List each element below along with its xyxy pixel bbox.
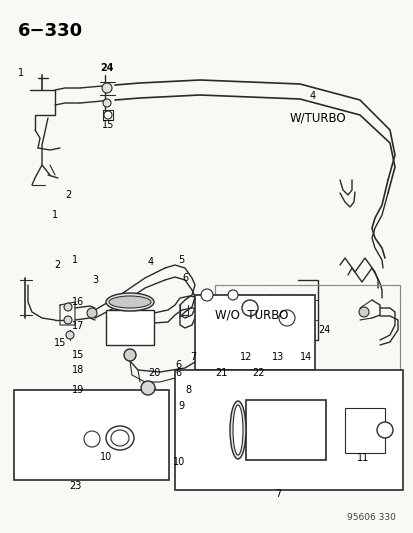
Text: 24: 24 — [317, 325, 330, 335]
Text: 8: 8 — [185, 385, 191, 395]
Text: 95606 330: 95606 330 — [346, 513, 395, 522]
Bar — [214, 285, 399, 375]
Text: 4: 4 — [309, 91, 316, 101]
Bar — [344, 408, 384, 453]
Ellipse shape — [233, 405, 242, 455]
Bar — [106, 310, 154, 345]
Text: 15: 15 — [102, 120, 114, 130]
Text: 18: 18 — [72, 365, 84, 375]
Text: 7: 7 — [190, 352, 196, 362]
Text: W/O  TURBO: W/O TURBO — [214, 309, 288, 321]
Bar — [195, 295, 314, 370]
Ellipse shape — [106, 293, 154, 311]
Text: 15: 15 — [72, 350, 84, 360]
Circle shape — [87, 308, 97, 318]
Text: 10: 10 — [173, 457, 185, 467]
Bar — [214, 285, 399, 375]
Text: 6−330: 6−330 — [18, 22, 83, 40]
Text: 12: 12 — [240, 352, 252, 362]
Circle shape — [201, 289, 212, 301]
Text: 2: 2 — [65, 190, 71, 200]
Text: 1: 1 — [52, 210, 58, 220]
Text: 17: 17 — [72, 321, 84, 331]
Circle shape — [141, 381, 154, 395]
Circle shape — [84, 431, 100, 447]
Circle shape — [242, 300, 257, 316]
Text: W/TURBO: W/TURBO — [289, 111, 346, 125]
Bar — [175, 370, 402, 490]
Ellipse shape — [230, 401, 245, 459]
Text: 23: 23 — [69, 481, 81, 491]
Text: 2: 2 — [54, 260, 60, 270]
Text: 5: 5 — [178, 255, 184, 265]
Text: 1: 1 — [72, 255, 78, 265]
Text: 16: 16 — [72, 297, 84, 307]
Text: 20: 20 — [147, 368, 160, 378]
Text: 13: 13 — [271, 352, 284, 362]
Ellipse shape — [109, 296, 151, 308]
Text: 24: 24 — [100, 63, 113, 73]
Circle shape — [66, 331, 74, 339]
Text: 6: 6 — [182, 273, 188, 283]
Circle shape — [228, 290, 237, 300]
Text: 6: 6 — [175, 360, 181, 370]
Circle shape — [376, 422, 392, 438]
Text: 21: 21 — [214, 368, 227, 378]
Ellipse shape — [106, 426, 134, 450]
Text: 4: 4 — [147, 257, 154, 267]
Text: 10: 10 — [100, 452, 112, 462]
Bar — [245, 400, 325, 460]
Bar — [14, 390, 169, 480]
Circle shape — [124, 349, 136, 361]
Circle shape — [102, 83, 112, 93]
Circle shape — [64, 316, 72, 324]
Text: 22: 22 — [252, 368, 264, 378]
Text: 14: 14 — [299, 352, 311, 362]
Text: 11: 11 — [356, 453, 368, 463]
Circle shape — [104, 111, 112, 119]
Text: 19: 19 — [72, 385, 84, 395]
Text: 3: 3 — [92, 275, 98, 285]
Text: 1: 1 — [18, 68, 24, 78]
Circle shape — [103, 99, 111, 107]
Circle shape — [358, 307, 368, 317]
Text: 6: 6 — [175, 368, 181, 378]
Circle shape — [278, 310, 294, 326]
Ellipse shape — [111, 430, 129, 446]
Circle shape — [64, 303, 72, 311]
Text: 15: 15 — [54, 338, 66, 348]
Text: 7: 7 — [274, 489, 280, 499]
Text: 9: 9 — [178, 401, 184, 411]
